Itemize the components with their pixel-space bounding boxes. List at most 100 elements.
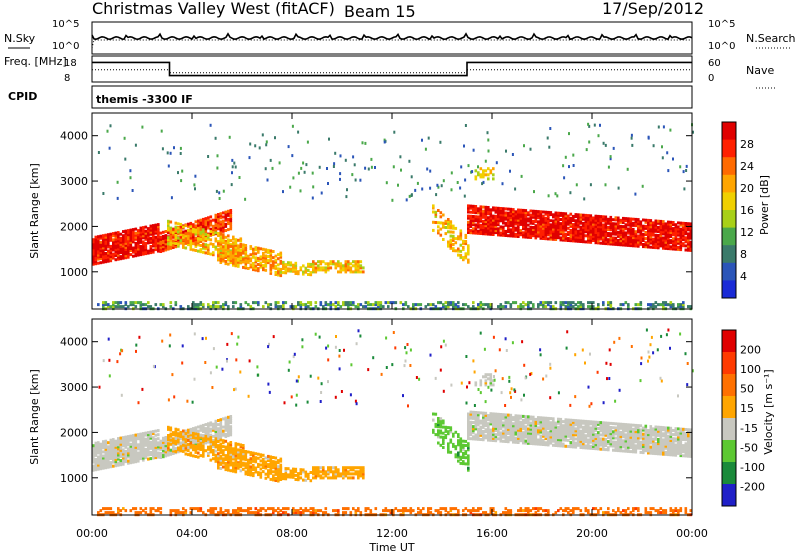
heatmap-cell <box>457 237 460 241</box>
power-y-label: Slant Range [km] <box>28 163 41 259</box>
heatmap-cell <box>489 220 493 224</box>
heatmap-cell <box>622 229 625 233</box>
heatmap-cell <box>217 256 220 260</box>
heatmap-cell <box>229 441 233 444</box>
heatmap-cell <box>147 439 150 443</box>
heatmap-cell <box>257 246 260 250</box>
heatmap-cell <box>532 434 535 437</box>
heatmap-cell <box>467 462 470 466</box>
heatmap-cell <box>249 459 253 463</box>
heatmap-cell <box>667 232 670 236</box>
heatmap-cell <box>162 440 165 444</box>
heatmap-cell <box>607 221 610 225</box>
heatmap-cell <box>274 466 278 470</box>
heatmap-cell <box>632 223 635 227</box>
heatmap-cell <box>269 257 273 261</box>
heatmap-cell <box>547 223 550 227</box>
heatmap-cell <box>587 226 590 230</box>
heatmap-cell <box>584 438 588 442</box>
heatmap-cell <box>222 219 225 223</box>
heatmap-cell <box>309 479 313 483</box>
heatmap-cell <box>234 243 238 247</box>
heatmap-cell <box>262 305 265 309</box>
heatmap-cell <box>214 453 218 457</box>
heatmap-cell <box>184 232 188 236</box>
heatmap-cell <box>539 436 543 440</box>
heatmap-cell <box>212 245 215 248</box>
heatmap-cell <box>587 232 590 236</box>
heatmap-cell <box>349 262 353 266</box>
heatmap-cell <box>649 245 653 249</box>
heatmap-cell <box>484 216 488 219</box>
heatmap-cell <box>167 442 170 446</box>
heatmap-cell <box>142 446 145 450</box>
heatmap-cell <box>239 450 243 454</box>
heatmap-cell <box>524 209 528 213</box>
heatmap-cell <box>254 460 258 464</box>
heatmap-cell <box>99 234 103 238</box>
heatmap-sparse-cell <box>685 169 688 172</box>
power-heatmap-pixels <box>92 122 694 311</box>
heatmap-cell <box>437 221 440 225</box>
heatmap-cell <box>132 456 135 460</box>
heatmap-cell <box>594 233 598 237</box>
heatmap-cell <box>617 234 620 238</box>
heatmap-cell <box>272 260 275 264</box>
heatmap-cell <box>142 458 145 462</box>
heatmap-cell <box>554 431 558 435</box>
heatmap-cell <box>547 225 550 229</box>
heatmap-cell <box>512 232 515 236</box>
heatmap-cell <box>544 426 548 430</box>
heatmap-cell <box>152 224 155 228</box>
heatmap-cell <box>647 223 650 226</box>
heatmap-cell <box>557 442 560 446</box>
heatmap-cell <box>444 221 448 225</box>
heatmap-cell <box>284 475 288 479</box>
heatmap-cell <box>437 301 440 305</box>
heatmap-cell <box>164 452 168 456</box>
heatmap-cell <box>482 430 485 433</box>
heatmap-cell <box>194 230 198 234</box>
heatmap-sparse-cell <box>424 147 427 151</box>
heatmap-cell <box>464 452 468 456</box>
heatmap-cell <box>452 238 455 242</box>
heatmap-cell <box>187 222 190 226</box>
heatmap-cell <box>537 212 540 216</box>
heatmap-cell <box>147 229 150 233</box>
heatmap-cell <box>639 222 643 226</box>
heatmap-sparse-cell <box>129 176 132 180</box>
heatmap-cell <box>604 231 608 235</box>
heatmap-cell <box>569 435 573 438</box>
heatmap-cell <box>104 449 108 453</box>
heatmap-cell <box>649 239 653 243</box>
heatmap-cell <box>577 439 580 443</box>
nave-label: Nave <box>746 64 774 77</box>
heatmap-cell <box>564 216 568 220</box>
heatmap-cell <box>192 305 195 309</box>
heatmap-cell <box>559 419 563 423</box>
heatmap-cell <box>564 224 568 228</box>
heatmap-cell <box>554 433 558 437</box>
heatmap-cell <box>519 437 523 441</box>
heatmap-cell <box>217 460 220 464</box>
heatmap-sparse-cell <box>427 136 430 140</box>
heatmap-cell <box>209 421 213 425</box>
heatmap-cell <box>282 305 285 309</box>
heatmap-cell <box>179 447 183 451</box>
heatmap-cell <box>197 443 200 447</box>
heatmap-cell <box>484 428 488 432</box>
heatmap-cell <box>214 237 218 241</box>
heatmap-cell <box>282 262 285 266</box>
heatmap-cell <box>554 229 558 233</box>
heatmap-cell <box>517 436 520 440</box>
heatmap-cell <box>207 453 210 457</box>
heatmap-cell <box>229 450 233 454</box>
heatmap-cell <box>212 422 215 426</box>
heatmap-cell <box>269 463 273 467</box>
heatmap-cell <box>332 303 335 307</box>
heatmap-cell <box>499 207 503 210</box>
heatmap-cell <box>169 240 173 244</box>
heatmap-cell <box>107 447 110 451</box>
heatmap-cell <box>614 228 618 232</box>
heatmap-cell <box>617 222 620 226</box>
